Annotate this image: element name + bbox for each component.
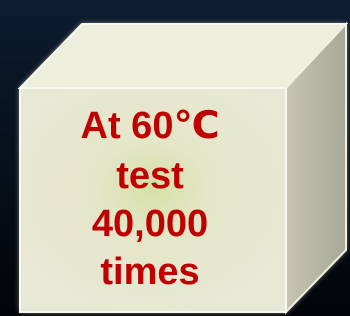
text-line: At 60℃ xyxy=(81,105,220,147)
text-line: times xyxy=(100,251,199,293)
text-line: test xyxy=(116,155,184,197)
page: At 60℃ test 40,000 times (() => { const … xyxy=(0,0,350,316)
text-line: 40,000 xyxy=(92,203,208,245)
scene: At 60℃ test 40,000 times xyxy=(0,0,350,316)
